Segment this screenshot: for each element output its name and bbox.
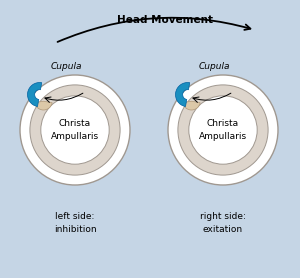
Wedge shape [35, 101, 52, 110]
Text: Cupula: Cupula [51, 62, 83, 71]
Circle shape [178, 85, 268, 175]
Circle shape [189, 96, 257, 164]
Circle shape [30, 85, 120, 175]
Wedge shape [28, 83, 42, 106]
Circle shape [41, 96, 109, 164]
Wedge shape [183, 101, 200, 110]
Text: Christa
Ampullaris: Christa Ampullaris [51, 119, 99, 141]
Wedge shape [176, 83, 190, 106]
Text: Cupula: Cupula [199, 62, 230, 71]
Text: right side:
exitation: right side: exitation [200, 212, 246, 234]
Text: Christa
Ampullaris: Christa Ampullaris [199, 119, 247, 141]
Circle shape [168, 75, 278, 185]
Text: Head Movement: Head Movement [117, 15, 213, 25]
Text: left side:
inhibition: left side: inhibition [54, 212, 96, 234]
Circle shape [20, 75, 130, 185]
